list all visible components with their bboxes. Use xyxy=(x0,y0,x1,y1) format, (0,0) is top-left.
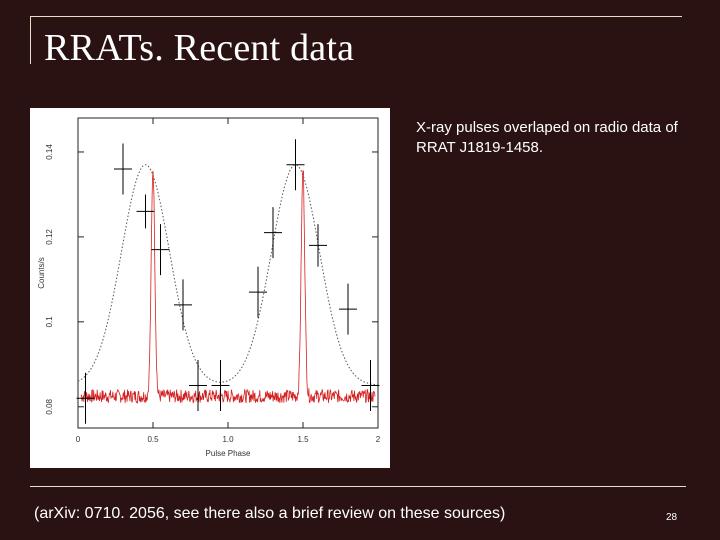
y-tick-label: 0.12 xyxy=(45,229,54,245)
x-tick-label: 1.0 xyxy=(222,435,234,444)
x-axis-label: Pulse Phase xyxy=(206,449,251,458)
xray-radio-chart: 0 0.5 1.0 1.5 2 0.08 0.1 0.12 0.14 Pulse Phase Cou… xyxy=(30,108,390,468)
y-tick-label: 0.08 xyxy=(45,398,54,414)
footer-rule xyxy=(30,486,686,487)
xray-model-curve xyxy=(77,164,379,386)
x-tick-label: 1.5 xyxy=(297,435,309,444)
y-axis-label: Counts/s xyxy=(37,257,46,289)
figure-caption: X-ray pulses overlaped on radio data of … xyxy=(416,119,678,156)
radio-trace xyxy=(80,170,376,405)
y-tick-label: 0.14 xyxy=(45,144,54,160)
x-tick-label: 0.5 xyxy=(147,435,159,444)
reference-footnote: (arXiv: 0710. 2056, see there also a bri… xyxy=(34,505,506,522)
y-tick-label: 0.1 xyxy=(45,316,54,328)
slide-title: RRATs. Recent data xyxy=(44,27,355,69)
figure-background xyxy=(30,108,390,468)
title-rule-top xyxy=(30,16,682,17)
x-tick-label: 2 xyxy=(376,435,381,444)
title-rule-left xyxy=(30,16,31,64)
page-number: 28 xyxy=(666,512,678,523)
x-tick-label: 0 xyxy=(76,435,81,444)
